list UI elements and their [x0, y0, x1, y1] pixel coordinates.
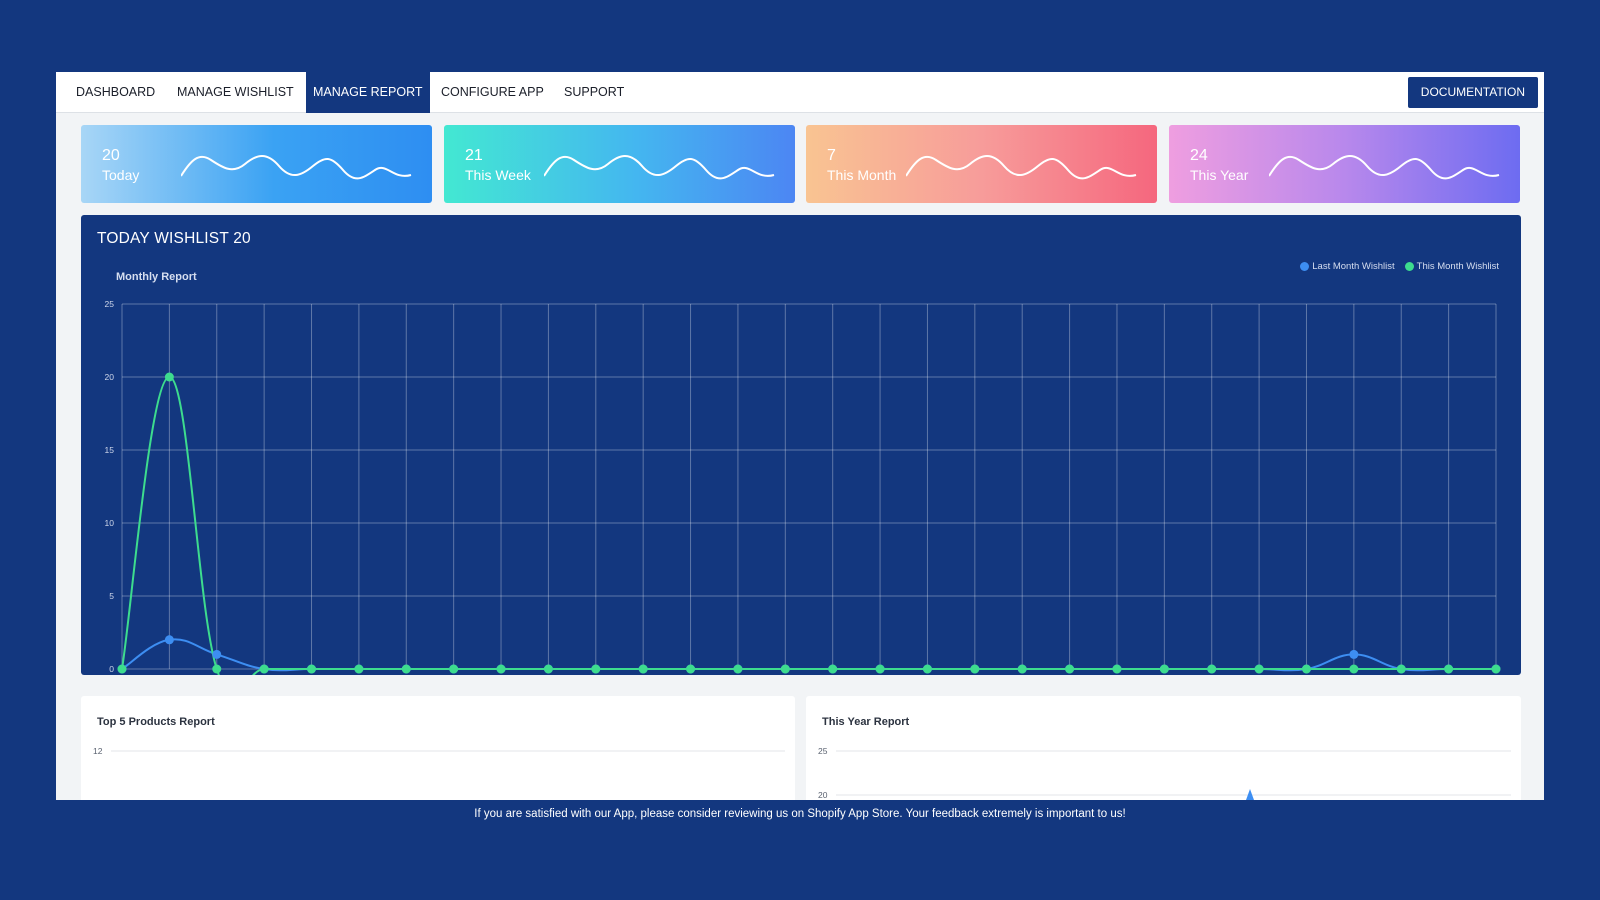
- sparkline-icon: [181, 155, 412, 180]
- stat-value: 24: [1190, 147, 1208, 164]
- y-tick-label: 15: [105, 445, 115, 455]
- data-point: [1159, 664, 1169, 674]
- y-tick-label: 25: [818, 746, 828, 756]
- stat-card-this-year: 24 This Year: [1169, 125, 1520, 203]
- stat-value: 20: [102, 147, 120, 164]
- stat-value: 21: [465, 147, 483, 164]
- data-point: [449, 664, 459, 674]
- series-line-1: [121, 375, 1496, 675]
- footer-review-text: If you are satisfied with our App, pleas…: [474, 808, 1126, 820]
- data-point: [259, 664, 269, 674]
- data-point: [1491, 664, 1501, 674]
- data-point: [401, 664, 411, 674]
- legend-dot-icon: [1300, 262, 1310, 271]
- y-tick-label: 12: [93, 746, 103, 756]
- sparkline-icon: [544, 155, 775, 180]
- data-point: [117, 664, 127, 674]
- data-point: [164, 635, 174, 645]
- chart-legend: Last Month Wishlist This Month Wishlist: [1300, 261, 1499, 272]
- y-tick-label: 0: [109, 664, 114, 674]
- tab-configure-app[interactable]: CONFIGURE APP: [441, 85, 544, 99]
- stat-card-this-week: 21 This Week: [444, 125, 795, 203]
- data-point: [1301, 664, 1311, 674]
- monthly-report-chart: 0510152025010203040506070809101112131415…: [105, 299, 1501, 675]
- stat-card-this-month: 7 This Month: [806, 125, 1157, 203]
- data-point: [1349, 649, 1359, 659]
- chart-title: Monthly Report: [116, 271, 197, 283]
- series-peak-mark: [1246, 789, 1254, 800]
- app-window: DASHBOARD MANAGE WISHLIST MANAGE REPORT …: [56, 72, 1544, 800]
- stat-label: This Year: [1190, 167, 1249, 183]
- data-point: [543, 664, 553, 674]
- sparkline-icon: [1269, 155, 1500, 180]
- data-point: [354, 664, 364, 674]
- data-point: [638, 664, 648, 674]
- stat-label: Today: [102, 167, 140, 183]
- data-point: [212, 664, 222, 674]
- legend-label: Last Month Wishlist: [1312, 261, 1395, 272]
- data-point: [733, 664, 743, 674]
- tab-support[interactable]: SUPPORT: [564, 85, 625, 99]
- this-year-panel: This Year Report 25 20: [806, 696, 1521, 800]
- data-point: [1254, 664, 1264, 674]
- panel-title: This Year Report: [822, 716, 910, 728]
- y-tick-label: 10: [105, 518, 115, 528]
- data-point: [1207, 664, 1217, 674]
- data-point: [1444, 664, 1454, 674]
- monthly-report-panel: TODAY WISHLIST 20 Monthly Report Last Mo…: [81, 215, 1521, 675]
- y-tick-label: 20: [818, 790, 828, 800]
- data-point: [212, 649, 222, 659]
- panel-title: Top 5 Products Report: [97, 716, 215, 728]
- y-tick-label: 5: [109, 591, 114, 601]
- data-point: [1396, 664, 1406, 674]
- legend-item-this-month[interactable]: This Month Wishlist: [1404, 261, 1499, 272]
- tab-manage-report[interactable]: MANAGE REPORT: [306, 72, 430, 113]
- data-point: [496, 664, 506, 674]
- stat-label: This Week: [465, 167, 531, 183]
- data-point: [1112, 664, 1122, 674]
- data-point: [1017, 664, 1027, 674]
- data-point: [970, 664, 980, 674]
- data-point: [307, 664, 317, 674]
- y-tick-label: 25: [105, 299, 115, 309]
- stat-card-today: 20 Today: [81, 125, 432, 203]
- top-nav: DASHBOARD MANAGE WISHLIST MANAGE REPORT …: [56, 72, 1544, 113]
- data-point: [922, 664, 932, 674]
- data-point: [780, 664, 790, 674]
- documentation-button[interactable]: DOCUMENTATION: [1407, 77, 1538, 108]
- data-point: [875, 664, 885, 674]
- legend-item-last-month[interactable]: Last Month Wishlist: [1300, 261, 1395, 272]
- sparkline-icon: [906, 155, 1137, 180]
- tab-manage-wishlist[interactable]: MANAGE WISHLIST: [177, 85, 294, 99]
- data-point: [591, 664, 601, 674]
- y-tick-label: 20: [105, 372, 115, 382]
- data-point: [1349, 664, 1359, 674]
- tab-dashboard[interactable]: DASHBOARD: [76, 85, 156, 99]
- top-products-chart: 12: [93, 746, 785, 756]
- stat-value: 7: [827, 147, 836, 164]
- legend-dot-icon: [1404, 262, 1414, 271]
- data-point: [686, 664, 696, 674]
- data-point: [1065, 664, 1075, 674]
- legend-label: This Month Wishlist: [1416, 261, 1499, 272]
- data-point: [828, 664, 838, 674]
- top-products-panel: Top 5 Products Report 12: [81, 696, 795, 800]
- series-line-0: [121, 638, 1496, 672]
- data-point: [164, 372, 174, 382]
- this-year-chart: 25 20: [818, 746, 1511, 800]
- panel-title: TODAY WISHLIST 20: [97, 230, 251, 247]
- stat-label: This Month: [827, 167, 897, 183]
